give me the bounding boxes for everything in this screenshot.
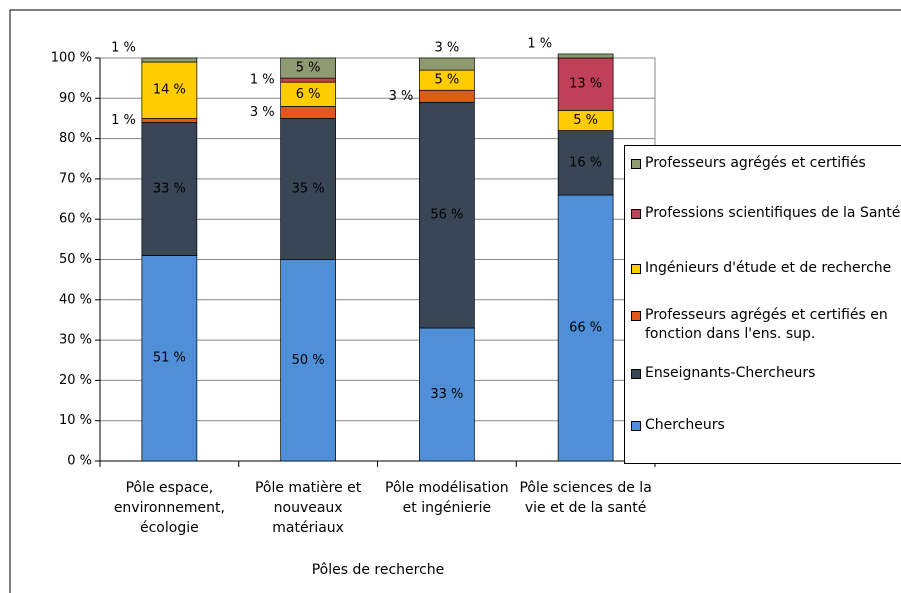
data-label: 5 % — [296, 61, 321, 76]
y-tick-label: 10 % — [59, 413, 92, 428]
x-tick-label: Pôle sciences de la vie et de la santé — [519, 480, 652, 516]
data-label: 1 % — [111, 113, 136, 128]
data-label: 3 % — [434, 41, 459, 56]
legend-item: Ingénieurs d'étude et de recherche — [631, 259, 901, 278]
x-axis-title: Pôles de recherche — [311, 562, 445, 578]
bar-segment — [557, 53, 614, 59]
legend: Professeurs agrégés et certifiés Professi… — [624, 145, 901, 464]
x-tick-label: Pôle matière et nouveaux matériaux — [254, 480, 362, 536]
bar-segment — [557, 57, 614, 111]
y-tick-label: 60 % — [59, 212, 92, 227]
legend-label: Professeurs agrégés et certifiés en fonc… — [645, 307, 888, 342]
bar-segment — [141, 61, 198, 119]
data-label: 14 % — [153, 83, 186, 98]
legend-swatch — [631, 264, 641, 274]
data-label: 3 % — [389, 89, 414, 104]
data-label: 5 % — [573, 113, 598, 128]
legend-label: Professions scientifiques de la Santé — [645, 205, 901, 221]
legend-swatch — [631, 369, 641, 379]
data-label: 13 % — [569, 77, 602, 92]
y-tick-label: 0 % — [67, 454, 92, 469]
legend-swatch — [631, 311, 641, 321]
legend-item: Professeurs agrégés et certifiés en fonc… — [631, 306, 901, 344]
data-label: 5 % — [434, 73, 459, 88]
bar-segment — [280, 57, 336, 79]
bar-segment — [280, 106, 336, 119]
bar-segment — [419, 57, 475, 71]
data-label: 50 % — [292, 353, 325, 368]
legend-item: Enseignants-Chercheurs — [631, 364, 901, 383]
y-tick-label: 90 % — [59, 91, 92, 106]
data-label: 56 % — [430, 208, 463, 223]
bar-segment — [557, 130, 614, 196]
bar-segment — [141, 255, 198, 462]
data-label: 16 % — [569, 155, 602, 170]
data-label: 3 % — [250, 105, 275, 120]
legend-item: Chercheurs — [631, 416, 901, 435]
bar-segment — [557, 194, 614, 462]
data-label: 1 % — [527, 36, 552, 51]
bar-segment — [141, 118, 198, 123]
x-tick-label: Pôle espace, environnement, écologie — [113, 480, 225, 536]
data-label: 33 % — [430, 387, 463, 402]
bar-segment — [280, 77, 336, 83]
legend-label: Professeurs agrégés et certifiés — [645, 155, 866, 171]
data-label: 1 % — [250, 73, 275, 88]
data-label: 1 % — [111, 41, 136, 56]
bar-segment — [141, 57, 198, 63]
chart-border — [9, 9, 901, 593]
bar-segment — [419, 101, 475, 329]
legend-item: Professions scientifiques de la Santé — [631, 204, 901, 223]
legend-swatch — [631, 209, 641, 219]
data-label: 51 % — [153, 351, 186, 366]
y-tick-label: 70 % — [59, 171, 92, 186]
data-label: 6 % — [296, 87, 321, 102]
bar-segment — [280, 118, 336, 260]
legend-label: Chercheurs — [645, 417, 725, 433]
y-tick-label: 40 % — [59, 292, 92, 307]
y-tick-label: 80 % — [59, 131, 92, 146]
y-tick-label: 30 % — [59, 333, 92, 348]
legend-swatch — [631, 421, 641, 431]
data-label: 33 % — [153, 181, 186, 196]
legend-label: Ingénieurs d'étude et de recherche — [645, 260, 892, 276]
legend-label: Enseignants-Chercheurs — [645, 365, 816, 381]
data-label: 35 % — [292, 181, 325, 196]
x-tick-label: Pôle modélisation et ingénierie — [385, 480, 509, 516]
bar-segment — [280, 81, 336, 107]
data-label: 66 % — [569, 321, 602, 336]
y-tick-label: 20 % — [59, 373, 92, 388]
legend-item: Professeurs agrégés et certifiés — [631, 154, 901, 173]
bar-segment — [419, 327, 475, 462]
bar-segment — [141, 122, 198, 256]
legend-swatch — [631, 159, 641, 169]
bar-segment — [419, 89, 475, 103]
y-tick-label: 100 % — [51, 51, 92, 66]
bar-segment — [280, 259, 336, 462]
y-tick-label: 50 % — [59, 252, 92, 267]
